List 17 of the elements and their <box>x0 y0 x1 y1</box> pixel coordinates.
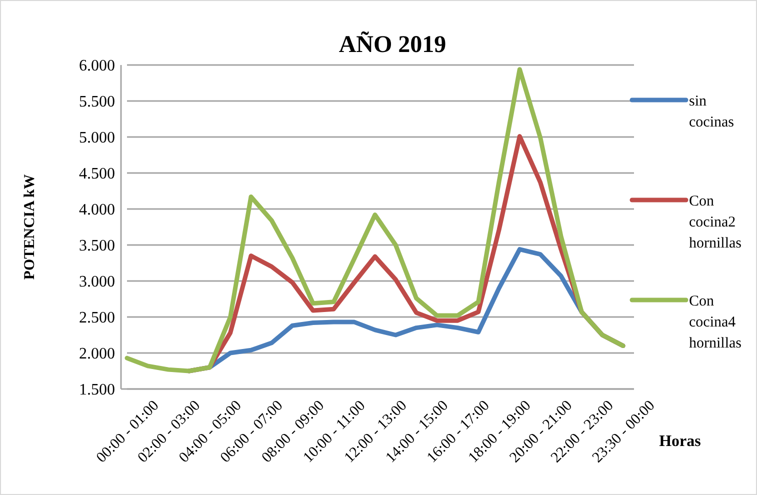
legend-label: Con cocina4 hornillas <box>689 293 742 352</box>
y-tick-label: 2.000 <box>79 346 115 363</box>
y-tick-label: 4.500 <box>79 166 115 183</box>
y-tick-label: 1.500 <box>79 382 115 399</box>
line-series <box>124 67 626 374</box>
x-axis-title: Horas <box>659 433 701 450</box>
y-axis-title: POTENCIA kW <box>22 174 38 280</box>
chart-title: AÑO 2019 <box>338 31 446 58</box>
legend-label: sin cocinas <box>689 93 734 130</box>
legend-label: Con cocina2 hornillas <box>689 193 742 252</box>
y-tick-label: 5.500 <box>79 94 115 111</box>
y-tick-label: 6.000 <box>79 58 115 75</box>
y-tick-label: 4.000 <box>79 202 115 219</box>
y-tick-label: 2.500 <box>79 310 115 327</box>
y-tick-label: 5.000 <box>79 130 115 147</box>
y-tick-label: 3.500 <box>79 238 115 255</box>
y-tick-label: 3.000 <box>79 274 115 291</box>
